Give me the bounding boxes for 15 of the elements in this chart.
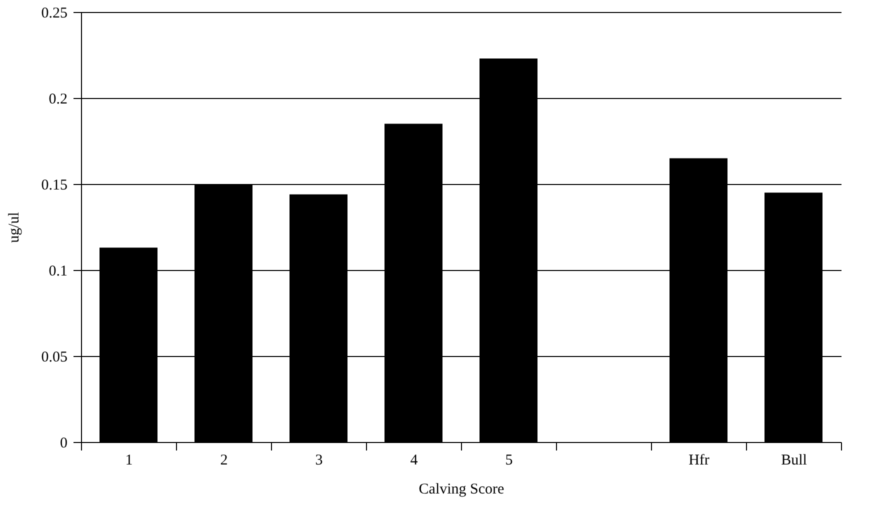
x-tick-label: 1 [125,452,133,468]
y-tick-label: 0.15 [41,178,68,194]
x-tick-label: 3 [315,452,323,468]
y-axis-title: ug/ul [6,212,22,243]
y-tick-label: 0.25 [41,6,68,22]
x-tick-label: 4 [410,452,418,468]
y-tick-label: 0.1 [48,264,68,280]
y-tick-label: 0.05 [41,350,68,366]
x-tick-label: 5 [505,452,513,468]
x-tick-label: Hfr [688,452,710,468]
x-tick-label: 2 [220,452,228,468]
x-tick-label: Bull [781,452,807,468]
x-axis-title: Calving Score [418,482,505,498]
y-tick-label: 0.2 [48,92,68,108]
y-tick-label: 0 [60,436,68,452]
